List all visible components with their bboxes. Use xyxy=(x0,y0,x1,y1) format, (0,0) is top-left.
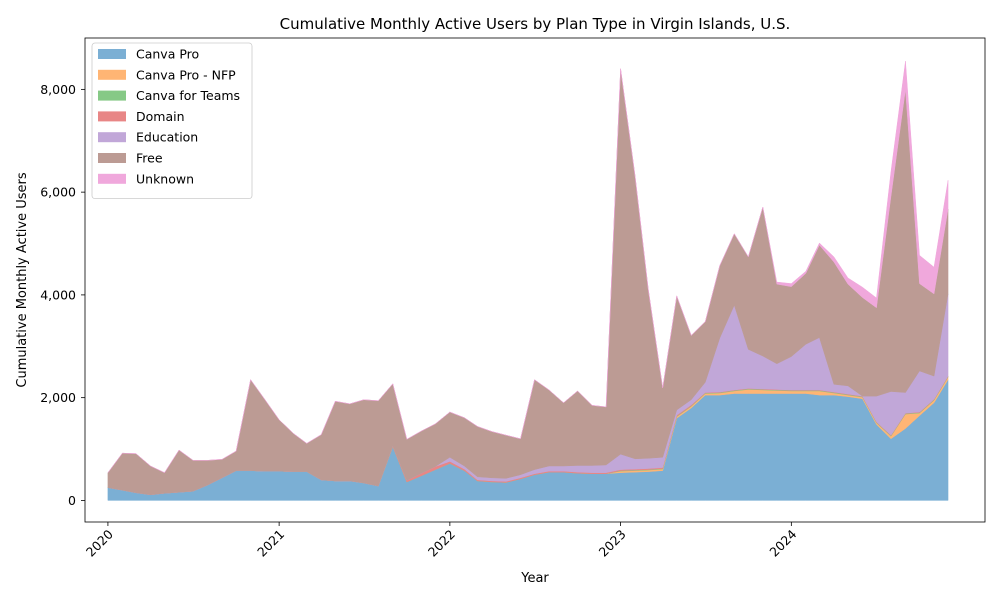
legend-box xyxy=(91,42,253,200)
y-tick-label: 0 xyxy=(68,493,76,508)
area-series-group xyxy=(107,61,949,501)
legend-label: Education xyxy=(136,130,198,145)
y-tick-label: 4,000 xyxy=(40,287,76,302)
legend-swatch xyxy=(98,111,126,122)
x-tick-label: 2020 xyxy=(83,526,116,559)
legend-swatch xyxy=(98,90,126,101)
y-tick-label: 6,000 xyxy=(40,185,76,200)
legend: Canva Pro Canva Pro - NFP Canva for Teams D… xyxy=(91,42,253,200)
x-axis: 2020 2021 2022 2023 2024 xyxy=(83,522,799,560)
legend-label: Domain xyxy=(136,109,185,124)
legend-label: Free xyxy=(136,151,163,166)
y-tick-label: 2,000 xyxy=(40,390,76,405)
x-tick-label: 2021 xyxy=(254,527,287,560)
x-axis-label: Year xyxy=(520,571,549,586)
legend-swatch xyxy=(98,49,126,59)
plot-frame xyxy=(84,37,986,523)
legend-label: Canva Pro - NFP xyxy=(136,67,236,82)
legend-swatch xyxy=(98,153,126,163)
legend-swatch xyxy=(98,69,126,80)
legend-label: Unknown xyxy=(136,171,194,186)
y-axis: 0 2,000 4,000 6,000 8,000 xyxy=(40,82,85,508)
chart-title: Cumulative Monthly Active Users by Plan … xyxy=(280,15,791,33)
legend-swatch xyxy=(98,132,126,143)
area-unknown xyxy=(107,61,949,474)
legend-label: Canva for Teams xyxy=(136,88,240,103)
legend-swatch xyxy=(98,173,126,184)
y-axis-label: Cumulative Monthly Active Users xyxy=(15,172,30,387)
legend-label: Canva Pro xyxy=(136,47,199,62)
x-tick-label: 2022 xyxy=(425,527,458,560)
x-tick-label: 2024 xyxy=(766,526,799,559)
x-tick-label: 2023 xyxy=(596,527,629,560)
y-tick-label: 8,000 xyxy=(40,82,76,97)
